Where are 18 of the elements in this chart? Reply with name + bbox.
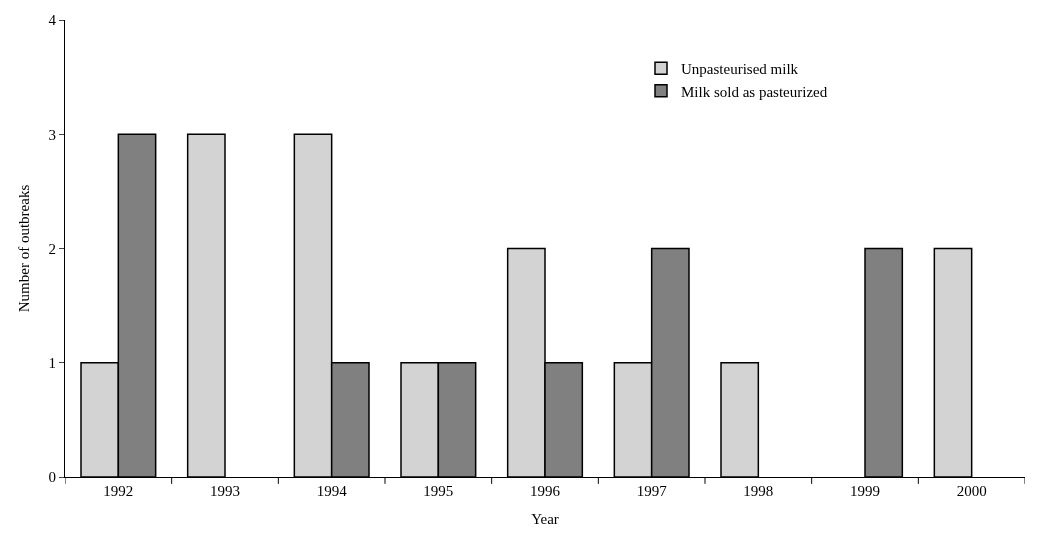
x-tick-label: 1998 — [743, 483, 774, 499]
x-axis-title: Year — [531, 511, 559, 527]
y-tick-label: 0 — [48, 469, 56, 486]
x-tick-label: 1995 — [423, 483, 454, 499]
y-axis-title: Number of outbreaks — [15, 184, 32, 313]
legend-label: Unpasteurised milk — [681, 61, 799, 78]
legend-label: Milk sold as pasteurized — [681, 83, 828, 100]
x-tick-label: 1997 — [636, 483, 668, 499]
y-tick-label: 4 — [48, 12, 57, 29]
y-tick-label: 3 — [48, 126, 56, 143]
y-tick-label: 1 — [48, 355, 56, 371]
x-tick-label: 2000 — [956, 483, 987, 499]
x-tick-label: 1993 — [210, 483, 240, 499]
x-tick-label: 1994 — [316, 483, 348, 499]
x-tick-label: 1992 — [103, 483, 134, 499]
x-tick-label: 1999 — [850, 483, 880, 499]
x-tick-label: 1996 — [530, 483, 561, 499]
y-tick-label: 2 — [48, 240, 56, 257]
